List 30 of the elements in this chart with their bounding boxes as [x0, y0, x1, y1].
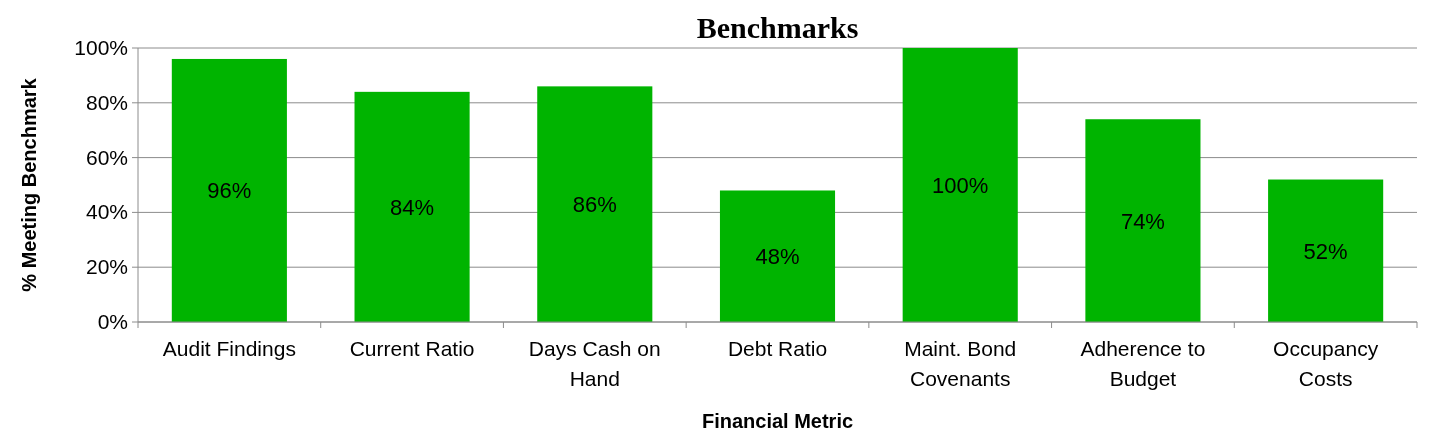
chart-title: Benchmarks: [696, 11, 859, 44]
bar: [1085, 119, 1201, 322]
bar: [354, 91, 470, 322]
y-tick-label: 40%: [85, 200, 128, 224]
data-label: 100%: [932, 173, 989, 198]
data-label: 86%: [572, 192, 617, 218]
x-tick-label: Adherence to Budget: [1080, 337, 1206, 390]
x-tick-label: Days Cash on Hand: [528, 337, 661, 390]
data-label: 84%: [390, 194, 435, 220]
y-tick-label: 60%: [85, 145, 128, 169]
data-label: 52%: [1303, 238, 1348, 264]
y-tick-label: 0%: [97, 310, 128, 333]
bar: [537, 86, 653, 322]
y-tick-label: 100%: [74, 36, 128, 59]
x-tick-label: Maint. Bond Covenants: [904, 337, 1017, 390]
x-axis-title: Financial Metric: [701, 410, 854, 432]
x-tick-label: Debt Ratio: [727, 337, 828, 360]
bar: [719, 190, 836, 322]
data-label: 48%: [755, 244, 800, 270]
data-label: 96%: [207, 178, 252, 204]
bar: [902, 48, 1018, 322]
bar: [171, 58, 287, 322]
data-label: 74%: [1120, 208, 1165, 234]
bar: [1268, 179, 1384, 322]
y-tick-label: 20%: [85, 255, 128, 279]
x-tick-label: Occupancy Costs: [1273, 337, 1379, 390]
y-axis-title: % Meeting Benchmark: [18, 77, 40, 292]
x-tick-label: Current Ratio: [349, 337, 475, 360]
x-tick-label: Audit Findings: [162, 337, 296, 360]
y-tick-label: 80%: [85, 90, 128, 114]
